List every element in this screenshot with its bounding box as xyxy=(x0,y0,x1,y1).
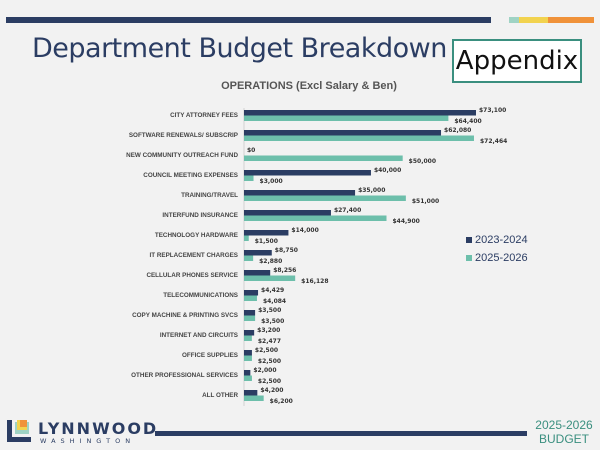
category-label: OTHER PROFESSIONAL SERVICES xyxy=(131,372,238,379)
bar-2025-2026 xyxy=(244,295,257,301)
bar-2025-2026 xyxy=(244,335,252,341)
category-label: SOFTWARE RENEWALS/ SUBSCRIP xyxy=(129,132,238,139)
data-label: $8,750 xyxy=(275,247,298,254)
data-label: $2,500 xyxy=(258,378,281,385)
data-label: $3,000 xyxy=(260,178,283,185)
bar-2023-2024 xyxy=(244,170,371,176)
bar-2023-2024 xyxy=(244,370,251,376)
bar-2023-2024 xyxy=(244,270,271,276)
bar-2025-2026 xyxy=(244,115,449,121)
data-label: $3,500 xyxy=(261,318,284,325)
data-label: $0 xyxy=(247,147,255,154)
category-label: INTERFUND INSURANCE xyxy=(162,212,238,219)
legend-label: 2025-2026 xyxy=(475,252,528,264)
category-label: NEW COMMUNITY OUTREACH FUND xyxy=(126,152,238,159)
data-label: $16,128 xyxy=(301,278,328,285)
data-label: $4,084 xyxy=(263,298,286,305)
data-label: $4,429 xyxy=(261,287,284,294)
bar-2023-2024 xyxy=(244,230,289,236)
legend-swatch xyxy=(466,255,472,261)
category-label: TELECOMMUNICATIONS xyxy=(163,292,238,299)
bar-2025-2026 xyxy=(244,395,264,401)
data-label: $2,500 xyxy=(255,347,278,354)
bar-2023-2024 xyxy=(244,350,252,356)
footer-bar xyxy=(155,431,527,436)
category-label: CELLULAR PHONES SERVICE xyxy=(146,272,238,279)
bar-2025-2026 xyxy=(244,135,474,141)
data-label: $2,477 xyxy=(258,338,281,345)
data-label: $72,464 xyxy=(480,138,507,145)
bar-2025-2026 xyxy=(244,375,252,381)
data-label: $3,500 xyxy=(258,307,281,314)
bar-2023-2024 xyxy=(244,310,256,316)
data-label: $35,000 xyxy=(358,187,385,194)
data-label: $64,400 xyxy=(454,118,481,125)
footer-label: BUDGET xyxy=(538,432,589,446)
bar-2025-2026 xyxy=(244,155,403,161)
bar-2025-2026 xyxy=(244,355,252,361)
legend-swatch xyxy=(466,237,472,243)
data-label: $51,000 xyxy=(412,198,439,205)
data-label: $2,500 xyxy=(258,358,281,365)
data-label: $14,000 xyxy=(291,227,318,234)
category-label: COPY MACHINE & PRINTING SVCS xyxy=(132,312,238,319)
appendix-label: Appendix xyxy=(452,39,582,83)
category-label: IT REPLACEMENT CHARGES xyxy=(149,252,238,259)
legend-item-2023-2024: 2023-2024 xyxy=(466,234,528,246)
data-label: $62,080 xyxy=(444,127,471,134)
data-label: $44,900 xyxy=(393,218,420,225)
category-label: TRAINING/TRAVEL xyxy=(181,192,238,199)
bar-2025-2026 xyxy=(244,215,387,221)
data-label: $50,000 xyxy=(409,158,436,165)
logo-name: LYNNWOOD xyxy=(38,419,159,438)
bar-2025-2026 xyxy=(244,195,406,201)
slide-title: Department Budget Breakdown xyxy=(32,33,447,64)
logo-subtitle: WASHINGTON xyxy=(40,437,136,445)
bar-2025-2026 xyxy=(244,235,249,241)
bar-2023-2024 xyxy=(244,130,442,136)
bar-2025-2026 xyxy=(244,175,254,181)
bar-2023-2024 xyxy=(244,330,255,336)
data-label: $3,200 xyxy=(257,327,280,334)
bar-2025-2026 xyxy=(244,315,256,321)
top-bar-navy xyxy=(6,17,491,23)
legend-label: 2023-2024 xyxy=(475,234,528,246)
data-label: $6,200 xyxy=(270,398,293,405)
data-label: $1,500 xyxy=(255,238,278,245)
top-bar-aqua xyxy=(509,17,519,23)
bar-2025-2026 xyxy=(244,275,296,281)
category-label: TECHNOLOGY HARDWARE xyxy=(155,232,238,239)
data-label: $2,880 xyxy=(259,258,282,265)
top-bar-yellow xyxy=(519,17,548,23)
category-label: ALL OTHER xyxy=(202,392,238,399)
data-label: $8,256 xyxy=(273,267,296,274)
footer-budget: 2025-2026 BUDGET xyxy=(530,418,598,446)
category-label: COUNCIL MEETING EXPENSES xyxy=(143,172,238,179)
bar-2023-2024 xyxy=(244,210,331,216)
legend-item-2025-2026: 2025-2026 xyxy=(466,252,528,264)
chart-title: OPERATIONS (Excl Salary & Ben) xyxy=(221,80,397,92)
bar-2023-2024 xyxy=(244,390,258,396)
bar-2025-2026 xyxy=(244,255,254,261)
data-label: $27,400 xyxy=(334,207,361,214)
bar-2023-2024 xyxy=(244,110,476,116)
data-label: $2,000 xyxy=(253,367,276,374)
footer-year: 2025-2026 xyxy=(535,418,593,432)
bar-2023-2024 xyxy=(244,290,259,296)
data-label: $40,000 xyxy=(374,167,401,174)
category-label: CITY ATTORNEY FEES xyxy=(170,112,238,119)
bar-2023-2024 xyxy=(244,250,272,256)
lynnwood-logo-icon xyxy=(7,420,31,442)
category-label: OFFICE SUPPLIES xyxy=(182,352,238,359)
bar-2023-2024 xyxy=(244,190,356,196)
top-bar-orange xyxy=(548,17,594,23)
data-label: $4,200 xyxy=(260,387,283,394)
data-label: $73,100 xyxy=(479,107,506,114)
category-label: INTERNET AND CIRCUITS xyxy=(160,332,238,339)
